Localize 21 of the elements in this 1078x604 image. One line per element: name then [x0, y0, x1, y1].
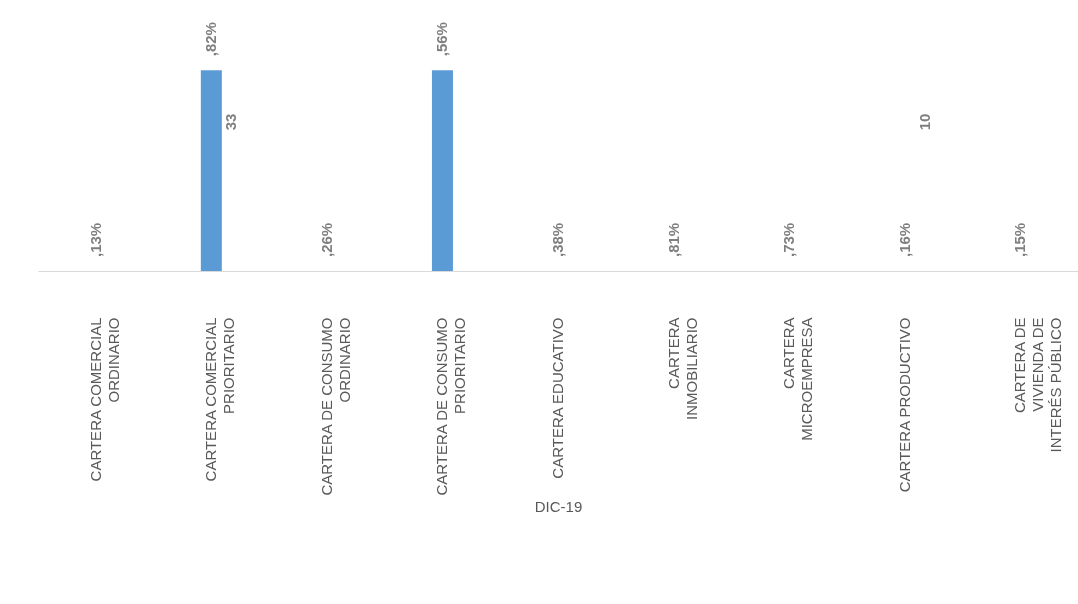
annotation: ,15% — [1011, 222, 1029, 257]
annotation: ,26% — [317, 222, 335, 257]
x-tick-label: CARTERA MICROEMPRESA — [780, 317, 816, 441]
annotation: ,73% — [780, 222, 798, 257]
annotation: 33 — [222, 113, 240, 131]
annotation: 10 — [915, 113, 933, 131]
annotation: ,38% — [549, 222, 566, 257]
text: ,82% — [202, 22, 220, 57]
x-tick-label: CARTERA PRODUCTIVO — [895, 317, 913, 493]
x-tick-label: CARTERA DE CONSUMO ORDINARIO — [317, 317, 353, 496]
x-tick-label: CARTERA INMOBILIARIO — [664, 317, 700, 421]
annotation: ,81% — [664, 222, 682, 257]
x-tick-label: CARTERA DE VIVIENDA DE INTERÉS PÚBLICO — [1011, 317, 1065, 453]
x-tick-label: CARTERA COMERCIAL PRIORITARIO — [202, 317, 238, 482]
x-tick-label: CARTERA COMERCIAL ORDINARIO — [86, 317, 122, 482]
text: ,56% — [433, 22, 451, 57]
x-axis-title: DIC-19 — [534, 497, 583, 515]
x-tick-label: CARTERA DE CONSUMO PRIORITARIO — [433, 317, 469, 496]
x-tick-label: CARTERA EDUCATIVO — [549, 317, 566, 479]
annotation: ,13% — [86, 222, 104, 257]
annotation: ,16% — [895, 222, 913, 257]
